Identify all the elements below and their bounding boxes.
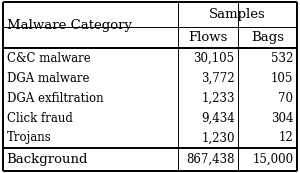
Text: 3,772: 3,772 [201,72,235,85]
Text: 30,105: 30,105 [194,52,235,65]
Text: Samples: Samples [209,8,266,21]
Text: 532: 532 [271,52,293,65]
Text: 105: 105 [271,72,293,85]
Text: 304: 304 [271,112,293,125]
Text: 15,000: 15,000 [252,153,293,166]
Text: 12: 12 [279,131,293,144]
Text: DGA malware: DGA malware [7,72,89,85]
Text: Background: Background [7,153,88,166]
Text: Click fraud: Click fraud [7,112,72,125]
Text: DGA exfiltration: DGA exfiltration [7,92,103,105]
Text: 867,438: 867,438 [186,153,235,166]
Text: 9,434: 9,434 [201,112,235,125]
Text: 1,233: 1,233 [201,92,235,105]
Text: 1,230: 1,230 [201,131,235,144]
Text: C&C malware: C&C malware [7,52,90,65]
Text: 70: 70 [278,92,293,105]
Text: Malware Category: Malware Category [7,19,131,32]
Text: Bags: Bags [251,31,284,44]
Text: Flows: Flows [188,31,228,44]
Text: Trojans: Trojans [7,131,51,144]
